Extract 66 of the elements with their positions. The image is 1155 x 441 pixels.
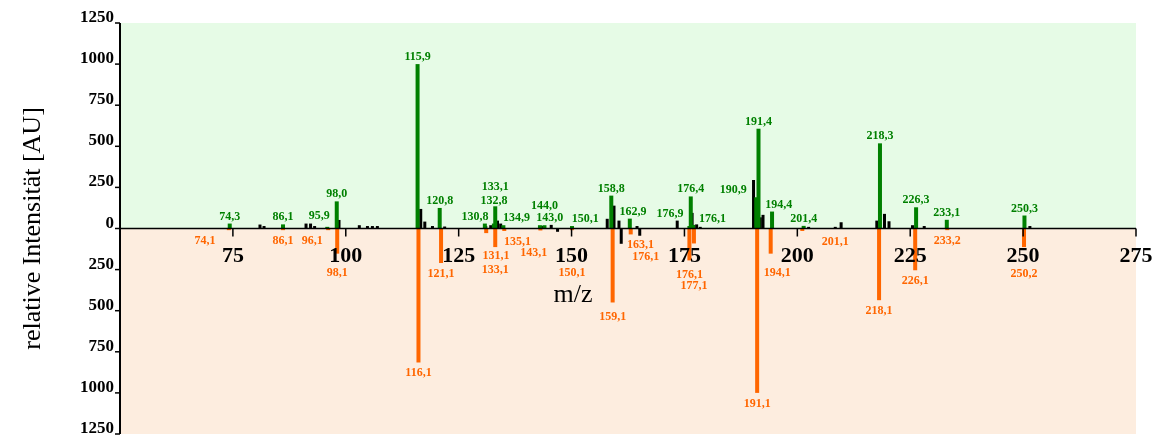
annotation: 194,1	[763, 264, 791, 279]
annotation: 218,1	[865, 303, 893, 318]
annotation: 191,4	[745, 113, 772, 128]
annotation: 96,1	[301, 233, 323, 248]
annotation: 176,9	[656, 205, 684, 220]
y-tick-label: 1250	[80, 7, 114, 26]
annotation: 134,9	[503, 210, 531, 225]
x-tick-label: 125	[442, 241, 476, 267]
annotation: 121,1	[427, 266, 455, 281]
annotation: 74,3	[219, 208, 241, 223]
y-tick-label: 750	[88, 335, 114, 355]
annotation: 176,1	[632, 249, 660, 264]
annotation: 143,0	[536, 210, 564, 225]
annotation: 116,1	[405, 365, 432, 380]
annotation: 191,1	[743, 395, 771, 410]
annotation: 95,9	[308, 207, 330, 222]
y-tick-label: 0	[105, 212, 114, 232]
annotation: 132,8	[480, 192, 508, 207]
annotation: 194,4	[765, 196, 793, 211]
y-tick-label: 500	[88, 294, 114, 314]
x-axis-title: m/z	[553, 278, 593, 308]
annotation: 250,2	[1010, 266, 1038, 281]
y-axis-title: relative Intensität [AU]	[17, 107, 46, 350]
annotation: 150,1	[558, 265, 586, 280]
y-tick-label: 1000	[80, 376, 114, 396]
annotation: 133,1	[481, 179, 509, 194]
annotation: 233,2	[933, 233, 961, 248]
annotation: 201,4	[790, 210, 818, 225]
annotation: 143,1	[520, 245, 548, 260]
annotation: 250,3	[1010, 200, 1038, 215]
annotation: 98,0	[326, 186, 348, 201]
x-tick-label: 75	[221, 241, 244, 267]
annotation: 150,1	[571, 211, 599, 226]
y-tick-label: 500	[88, 130, 114, 150]
annotation: 226,3	[902, 192, 930, 207]
annotation: 133,1	[481, 262, 509, 277]
y-tick-label: 250	[88, 171, 114, 191]
annotation: 190,9	[719, 182, 747, 197]
y-tick-label: 750	[88, 89, 114, 109]
annotation: 130,8	[461, 208, 489, 223]
annotation: 144,0	[530, 198, 558, 213]
annotation: 86,1	[272, 233, 294, 248]
annotation: 176,1	[699, 211, 727, 226]
annotation: 218,3	[866, 128, 894, 143]
annotation: 74,1	[194, 233, 216, 248]
annotation: 86,1	[272, 209, 294, 224]
annotation: 176,4	[677, 181, 705, 196]
annotation: 98,1	[326, 264, 348, 279]
x-tick-label: 150	[555, 241, 589, 267]
y-tick-label: 1250	[80, 418, 114, 437]
annotation: 159,1	[599, 309, 627, 324]
annotation: 162,9	[619, 203, 647, 218]
x-tick-label: 200	[780, 241, 814, 267]
x-tick-label: 250	[1006, 241, 1040, 267]
y-tick-label: 1000	[80, 48, 114, 68]
annotation: 131,1	[482, 248, 510, 263]
x-tick-label: 100	[329, 241, 363, 267]
x-tick-label: 275	[1119, 241, 1153, 267]
annotation: 233,1	[933, 204, 961, 219]
annotation: 120,8	[426, 192, 454, 207]
annotation: 201,1	[821, 233, 849, 248]
annotation: 226,1	[901, 273, 929, 288]
annotation: 163,1	[627, 237, 655, 252]
annotation: 158,8	[597, 180, 625, 195]
annotation: 135,1	[503, 233, 531, 248]
annotation: 115,9	[404, 49, 431, 64]
